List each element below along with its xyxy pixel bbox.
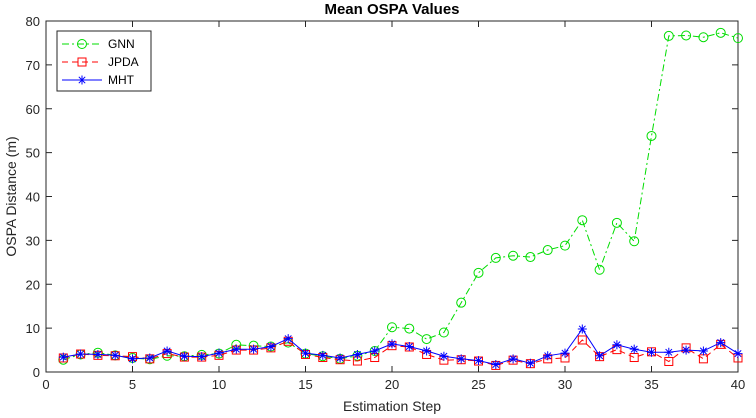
legend-label-mht: MHT (108, 73, 135, 87)
data-point-mht (370, 346, 380, 356)
data-point-mht (543, 351, 553, 361)
data-point-gnn (490, 252, 501, 263)
data-point-gnn (525, 252, 536, 263)
data-point-gnn (594, 264, 605, 275)
data-point-mht (128, 354, 137, 364)
x-tick-label: 10 (212, 377, 226, 392)
data-point-gnn (733, 33, 743, 44)
data-point-mht (422, 346, 432, 356)
data-point-gnn (577, 215, 588, 226)
data-point-mht (76, 349, 86, 359)
data-point-mht (110, 350, 120, 360)
data-point-jpda (577, 335, 587, 345)
data-point-mht (197, 352, 207, 362)
y-tick-label: 80 (26, 14, 40, 29)
data-point-mht (214, 348, 224, 358)
legend-marker-jpda (77, 57, 87, 67)
y-tick-label: 70 (26, 58, 40, 73)
data-point-gnn (387, 322, 397, 333)
data-point-mht (525, 358, 535, 368)
data-point-mht (145, 353, 155, 363)
data-point-mht (387, 339, 397, 349)
legend-label-jpda: JPDA (108, 55, 139, 69)
data-point-gnn (611, 217, 622, 228)
data-point-mht (577, 324, 587, 334)
x-tick-label: 20 (385, 377, 399, 392)
data-point-gnn (629, 236, 640, 247)
data-point-mht (456, 354, 466, 364)
data-point-mht (474, 356, 483, 366)
data-point-gnn (542, 245, 553, 256)
legend-label-gnn: GNN (108, 37, 135, 51)
data-point-mht (664, 347, 674, 357)
x-tick-label: 40 (731, 377, 745, 392)
data-point-gnn (438, 327, 449, 338)
data-point-mht (439, 351, 449, 361)
data-point-mht (716, 338, 726, 348)
y-tick-label: 20 (26, 277, 40, 292)
data-point-mht (249, 344, 259, 354)
data-point-gnn (646, 130, 657, 141)
data-point-gnn (473, 267, 484, 278)
data-point-gnn (421, 334, 432, 345)
data-point-mht (162, 346, 172, 356)
data-point-mht (595, 351, 605, 361)
series-mht (58, 324, 743, 370)
data-point-mht (508, 354, 518, 364)
data-point-mht (647, 347, 656, 357)
data-point-mht (93, 349, 103, 359)
data-point-gnn (456, 297, 467, 308)
y-tick-label: 40 (26, 190, 40, 205)
data-point-gnn (715, 27, 726, 38)
data-point-mht (179, 351, 189, 361)
legend-box (56, 30, 152, 92)
x-tick-label: 30 (558, 377, 572, 392)
data-point-mht (283, 334, 293, 344)
series-line-mht (63, 328, 739, 366)
series-line-jpda (63, 339, 739, 366)
legend: GNN JPDA MHT (56, 30, 152, 92)
x-tick-label: 15 (298, 377, 312, 392)
legend-marker-mht (77, 75, 87, 85)
data-point-gnn (508, 250, 519, 261)
data-point-mht (335, 353, 345, 363)
y-tick-label: 60 (26, 102, 40, 117)
x-tick-label: 35 (644, 377, 658, 392)
axis-ticks: 0 5 10 15 20 25 30 35 40 0 10 20 30 40 50 60 70 80 (26, 14, 746, 392)
x-tick-label: 25 (471, 377, 485, 392)
data-point-mht (352, 349, 362, 359)
y-axis-label: OSPA Distance (m) (3, 136, 19, 256)
plot-area (45, 20, 739, 373)
data-point-gnn (681, 30, 692, 41)
data-point-mht (404, 342, 414, 352)
data-point-jpda (664, 356, 674, 366)
y-tick-label: 50 (26, 146, 40, 161)
y-tick-label: 30 (26, 233, 40, 248)
data-point-gnn (698, 32, 709, 43)
data-point-mht (318, 350, 328, 360)
data-point-mht (231, 344, 241, 354)
chart-title: Mean OSPA Values (324, 1, 459, 18)
data-point-mht (629, 344, 639, 354)
data-point-mht (301, 348, 310, 358)
data-point-gnn (663, 30, 674, 41)
data-point-mht (560, 348, 570, 358)
data-point-gnn (404, 323, 415, 334)
series-layer (58, 27, 743, 370)
x-tick-label: 5 (129, 377, 136, 392)
data-point-mht (266, 342, 276, 352)
data-point-mht (612, 340, 622, 350)
legend-marker-gnn (77, 39, 87, 49)
x-axis-label: Estimation Step (343, 398, 441, 414)
data-point-mht (698, 346, 708, 356)
y-tick-label: 0 (33, 365, 40, 380)
x-tick-label: 0 (42, 377, 49, 392)
data-point-mht (681, 345, 691, 355)
data-point-gnn (560, 240, 570, 251)
y-tick-label: 10 (26, 321, 40, 336)
data-point-mht (733, 349, 743, 359)
data-point-mht (58, 352, 68, 362)
data-point-mht (491, 360, 501, 370)
